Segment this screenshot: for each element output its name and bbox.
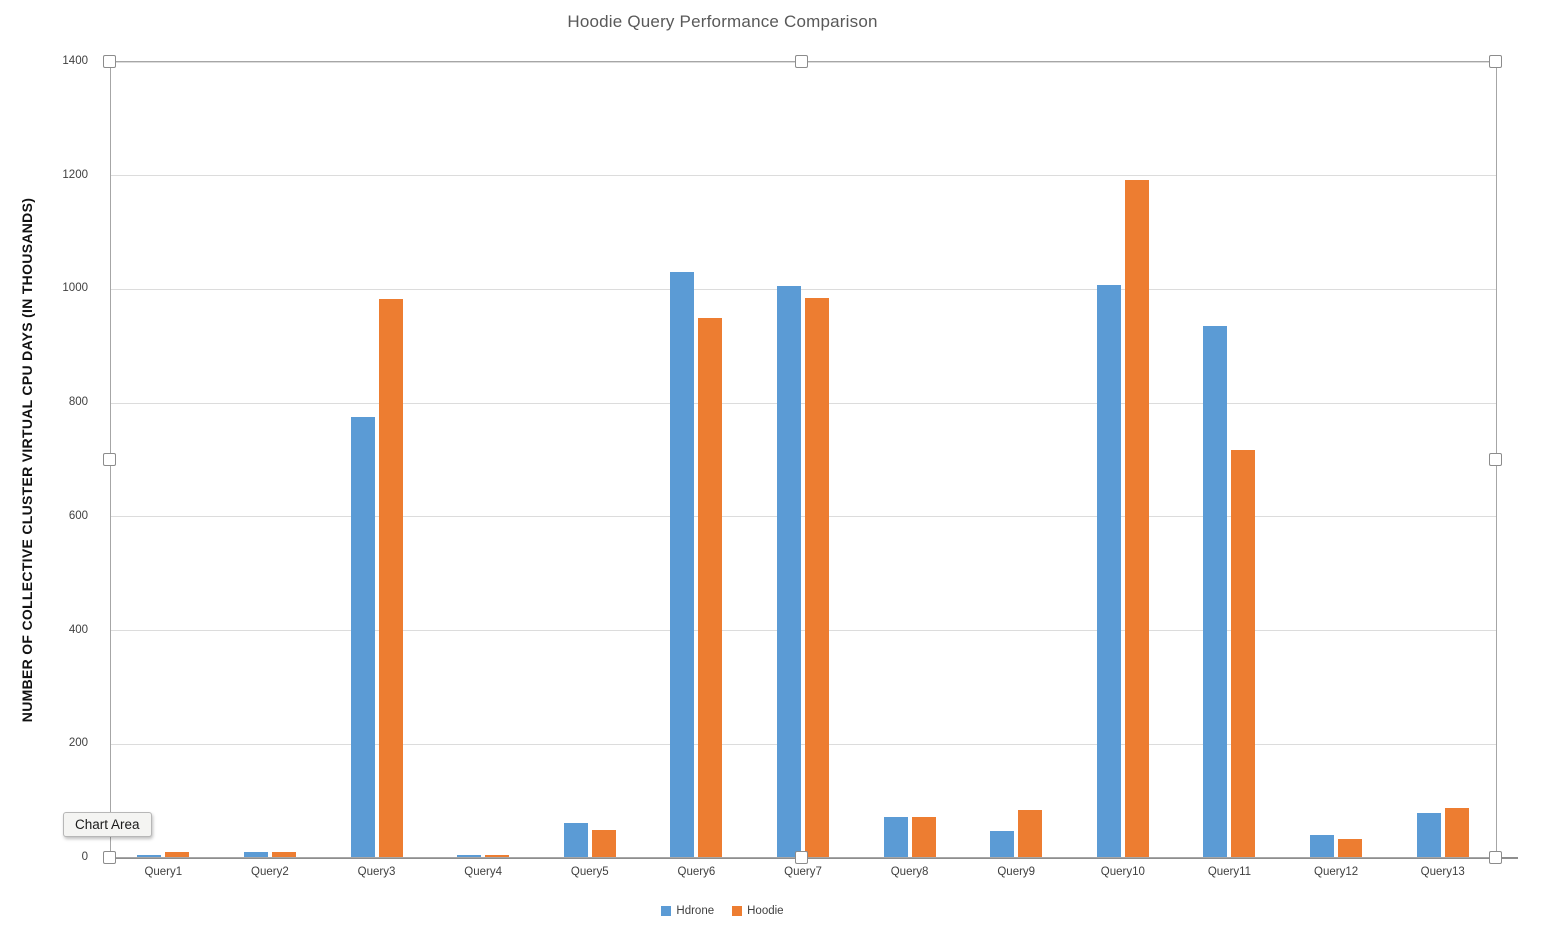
hoodie-swatch-icon bbox=[732, 906, 743, 916]
bar-hdrone-query10[interactable] bbox=[1096, 285, 1121, 858]
bar-hoodie-query11[interactable] bbox=[1231, 450, 1256, 858]
x-tick-label-query11: Query11 bbox=[1207, 866, 1252, 878]
x-tick-label-query7: Query7 bbox=[784, 866, 822, 878]
y-tick-label-1000: 1000 bbox=[62, 282, 88, 295]
selection-handle-bottom-center[interactable] bbox=[795, 851, 808, 864]
legend-item-hdrone[interactable]: Hdrone bbox=[661, 905, 714, 917]
chart-title[interactable]: Hoodie Query Performance Comparison bbox=[567, 12, 878, 31]
bar-hdrone-query1[interactable] bbox=[137, 854, 162, 858]
bar-hoodie-query6[interactable] bbox=[698, 317, 723, 858]
bar-hdrone-query3[interactable] bbox=[350, 417, 375, 858]
bar-hoodie-query2[interactable] bbox=[271, 852, 296, 858]
x-tick-label-query8: Query8 bbox=[890, 866, 929, 878]
legend-label-hdrone: Hdrone bbox=[676, 905, 715, 917]
bar-hdrone-query8[interactable] bbox=[883, 816, 908, 858]
selection-handle-top-center[interactable] bbox=[795, 55, 808, 68]
selection-handle-top-left[interactable] bbox=[103, 55, 116, 68]
selection-handle-bottom-left[interactable] bbox=[103, 851, 116, 864]
bar-hoodie-query7[interactable] bbox=[805, 297, 829, 858]
y-tick-label-400: 400 bbox=[68, 623, 88, 636]
bar-hdrone-query6[interactable] bbox=[670, 271, 695, 858]
x-tick-label-query1: Query1 bbox=[144, 866, 183, 878]
selection-handle-middle-left[interactable] bbox=[103, 453, 116, 466]
y-axis[interactable]: 0 200 400 600 800 1000 1200 1400 bbox=[0, 55, 98, 863]
selection-handle-bottom-right[interactable] bbox=[1489, 851, 1502, 864]
hdrone-swatch-icon bbox=[661, 906, 672, 916]
legend-label-hoodie: Hoodie bbox=[747, 905, 784, 917]
bar-hoodie-query9[interactable] bbox=[1018, 809, 1043, 858]
gridline-1000 bbox=[110, 288, 1496, 290]
bar-hoodie-query5[interactable] bbox=[591, 830, 616, 858]
x-tick-label-query10: Query10 bbox=[1100, 866, 1145, 878]
gridline-400 bbox=[110, 630, 1496, 632]
bar-hdrone-query12[interactable] bbox=[1310, 834, 1335, 858]
bar-hoodie-query13[interactable] bbox=[1444, 807, 1469, 858]
gridline-800 bbox=[110, 402, 1496, 404]
gridline-1200 bbox=[110, 175, 1496, 177]
bar-hoodie-query1[interactable] bbox=[165, 852, 190, 858]
y-tick-label-800: 800 bbox=[68, 396, 88, 409]
x-tick-label-query12: Query12 bbox=[1314, 866, 1359, 878]
gridline-200 bbox=[110, 743, 1496, 745]
selection-handle-middle-right[interactable] bbox=[1489, 453, 1502, 466]
y-tick-label-0: 0 bbox=[81, 851, 88, 863]
y-tick-label-200: 200 bbox=[68, 737, 88, 750]
plot-area[interactable] bbox=[110, 61, 1496, 858]
y-tick-label-1200: 1200 bbox=[62, 168, 88, 181]
bar-hdrone-query4[interactable] bbox=[457, 855, 482, 858]
bar-hdrone-query9[interactable] bbox=[990, 831, 1015, 858]
x-tick-label-query6: Query6 bbox=[677, 866, 716, 878]
gridline-600 bbox=[110, 516, 1496, 518]
bar-hoodie-query10[interactable] bbox=[1124, 179, 1149, 858]
x-tick-label-query13: Query13 bbox=[1420, 866, 1465, 878]
bar-hoodie-query3[interactable] bbox=[378, 298, 403, 858]
bar-hoodie-query4[interactable] bbox=[485, 855, 510, 858]
bar-hdrone-query5[interactable] bbox=[563, 822, 588, 858]
bar-hdrone-query11[interactable] bbox=[1203, 326, 1228, 858]
bar-hdrone-query13[interactable] bbox=[1416, 812, 1441, 858]
bar-hoodie-query8[interactable] bbox=[911, 816, 936, 858]
legend-item-hoodie[interactable]: Hoodie bbox=[732, 905, 784, 917]
chart-area-tooltip: Chart Area bbox=[63, 812, 152, 837]
y-tick-label-1400: 1400 bbox=[62, 55, 88, 67]
x-tick-label-query5: Query5 bbox=[570, 866, 609, 878]
y-tick-label-600: 600 bbox=[68, 509, 88, 522]
selection-handle-top-right[interactable] bbox=[1489, 55, 1502, 68]
x-tick-label-query3: Query3 bbox=[357, 866, 396, 878]
x-tick-label-query9: Query9 bbox=[997, 866, 1036, 878]
bar-hoodie-query12[interactable] bbox=[1338, 839, 1363, 858]
x-axis[interactable]: Query1 Query2 Query3 Query4 Query5 Query6 Quer… bbox=[110, 866, 1496, 886]
x-tick-label-query4: Query4 bbox=[464, 866, 502, 878]
bar-hdrone-query7[interactable] bbox=[777, 286, 801, 858]
x-axis-line bbox=[106, 857, 1518, 859]
bar-hdrone-query2[interactable] bbox=[243, 852, 268, 858]
legend[interactable]: Hdrone Hoodie bbox=[0, 905, 1445, 917]
x-tick-label-query2: Query2 bbox=[251, 866, 289, 878]
